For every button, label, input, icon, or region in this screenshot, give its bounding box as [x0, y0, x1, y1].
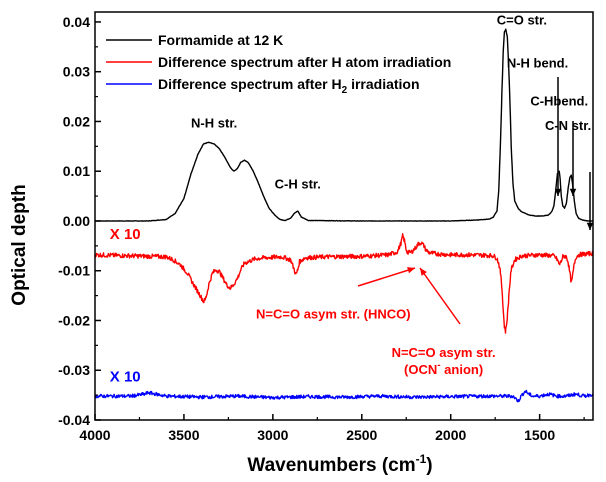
y-tick-label: 0.03	[63, 64, 90, 80]
arrow-ch-bend-head	[569, 188, 577, 196]
arrow-hnco-head	[407, 267, 415, 274]
x-tick-label: 4000	[79, 427, 110, 443]
x-tick-label: 1500	[524, 427, 555, 443]
annotation-label: C-Hbend.	[530, 94, 588, 109]
annotation-label: N=C=O asym str.	[392, 345, 496, 360]
series-layer	[94, 28, 594, 403]
arrow-hnco	[357, 267, 416, 287]
annotation-label: N=C=O asym str. (HNCO)	[256, 306, 411, 321]
annotation-layer: N-H str. C-H str. C=O str. N-H bend. C-Hbend…	[110, 12, 591, 385]
arrow-ocn-head	[420, 268, 427, 276]
annotation-label: C-H str.	[275, 177, 321, 192]
y-tick-label: -0.02	[58, 312, 90, 328]
y-tick-label: 0.01	[63, 163, 90, 179]
annotation-label: X 10	[110, 226, 141, 243]
y-tick-label: -0.01	[58, 263, 90, 279]
x-tick-label: 3000	[257, 427, 288, 443]
legend-label-h-atom: Difference spectrum after H atom irradia…	[158, 54, 451, 70]
series-line-2	[94, 389, 594, 403]
x-axis-title: Wavenumbers (cm-1)	[247, 452, 432, 476]
y-tick-label: 0.02	[63, 113, 90, 129]
annotation-arrows	[357, 77, 594, 325]
y-axis-title: Optical depth	[9, 184, 30, 305]
annotation-label: N-H str.	[191, 115, 237, 130]
series-line-1	[94, 233, 594, 334]
y-tick-label: 0.04	[63, 14, 90, 30]
x-tick-label: 2000	[435, 427, 466, 443]
legend: Formamide at 12 K Difference spectrum af…	[106, 32, 451, 96]
y-tick-label: -0.03	[58, 362, 90, 378]
arrow-cn-str-head	[586, 222, 594, 230]
annotation-label: N-H bend.	[507, 56, 568, 71]
arrow-ocn	[419, 267, 461, 325]
plot-frame	[94, 11, 594, 421]
arrow-nh-bend-head	[554, 188, 562, 196]
annotation-label: X 10	[110, 369, 141, 386]
x-tick-label: 3500	[168, 427, 199, 443]
legend-label-formamide: Formamide at 12 K	[158, 32, 283, 48]
annotation-label-ocn: (OCN- anion)	[404, 360, 483, 377]
annotation-label: C-N str.	[545, 118, 591, 133]
y-tick-label: 0.00	[63, 213, 90, 229]
series-line-0	[94, 28, 594, 222]
legend-label-h2: Difference spectrum after H2 irradiation	[158, 76, 420, 96]
annotation-label: C=O str.	[497, 12, 547, 27]
tick-layer: 4000 3500 3000 2500 2000 1500 0.04 0.03 0.02 0.01…	[58, 14, 585, 443]
y-tick-label: -0.04	[58, 412, 90, 428]
x-tick-label: 2500	[346, 427, 377, 443]
